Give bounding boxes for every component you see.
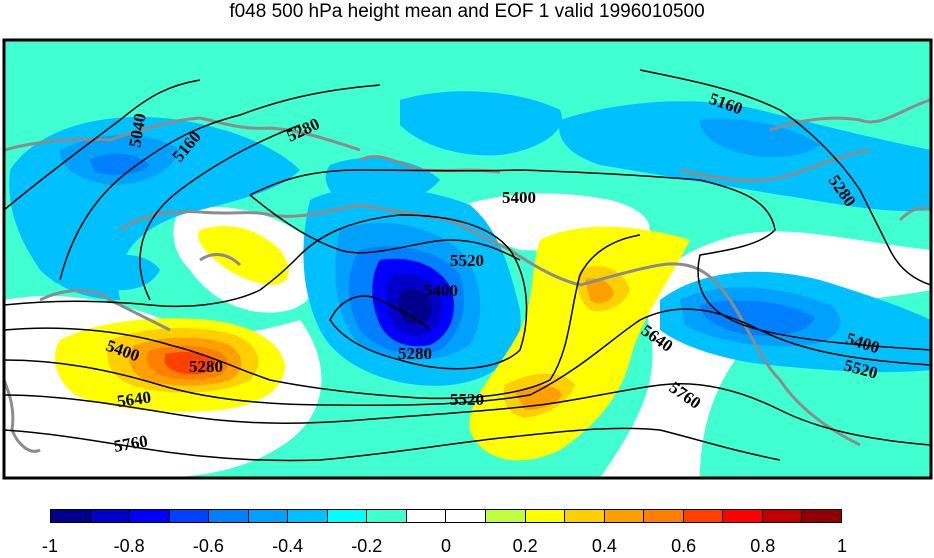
colorbar-swatch <box>761 510 802 522</box>
map-panel: 5040 5160 5280 5160 5280 5400 5520 5400 … <box>2 38 933 480</box>
contour-label: 5400 <box>424 281 458 300</box>
colorbar-tick-label: 0.4 <box>591 536 617 556</box>
colorbar-tick-label: -1 <box>41 536 59 556</box>
contour-label: 5520 <box>450 251 484 270</box>
contour-label: 5400 <box>502 188 536 207</box>
colorbar-swatch <box>287 510 327 522</box>
colorbar-tick-labels: -1 -0.8 -0.6 -0.4 -0.2 0 0.2 0.4 0.6 0.8 1 <box>0 536 934 558</box>
colorbar-tick-label: -0.8 <box>113 536 145 556</box>
colorbar-swatch <box>51 510 90 522</box>
colorbar-swatch <box>524 510 565 522</box>
height-contour-lines <box>4 69 931 462</box>
colorbar-swatch <box>247 510 288 522</box>
plot-title: f048 500 hPa height mean and EOF 1 valid… <box>229 1 705 22</box>
colorbar-swatch <box>564 510 604 522</box>
contour-label: 5640 <box>116 387 152 411</box>
colorbar-tick-label: 0 <box>440 536 452 556</box>
colorbar-tick-label: 0.8 <box>750 536 776 556</box>
colorbar-tick-label: -0.2 <box>351 536 383 556</box>
colorbar-tick-label: -0.4 <box>272 536 304 556</box>
colorbar <box>50 509 842 523</box>
colorbar-tick-label: 0.2 <box>512 536 538 556</box>
contour-label: 5520 <box>450 390 484 409</box>
colorbar-swatch <box>366 510 406 522</box>
contour-label: 5280 <box>398 344 432 363</box>
colorbar-swatch <box>129 510 169 522</box>
colorbar-swatch <box>603 510 644 522</box>
colorbar-swatch <box>89 510 130 522</box>
colorbar-tick-label: 1 <box>836 536 848 556</box>
colorbar-swatch <box>326 510 367 522</box>
eof-shading <box>4 40 931 478</box>
colorbar-swatch <box>643 510 683 522</box>
colorbar-swatch <box>682 510 723 522</box>
colorbar-swatch <box>445 510 486 522</box>
colorbar-swatch <box>801 510 841 522</box>
colorbar-swatch <box>168 510 209 522</box>
colorbar-tick-label: -0.6 <box>192 536 224 556</box>
colorbar-swatch <box>485 510 525 522</box>
colorbar-tick-label: 0.6 <box>671 536 697 556</box>
contour-label: 5280 <box>189 357 223 376</box>
colorbar-swatch <box>208 510 248 522</box>
colorbar-swatch <box>405 510 446 522</box>
map-frame <box>2 38 933 480</box>
colorbar-swatch <box>722 510 762 522</box>
